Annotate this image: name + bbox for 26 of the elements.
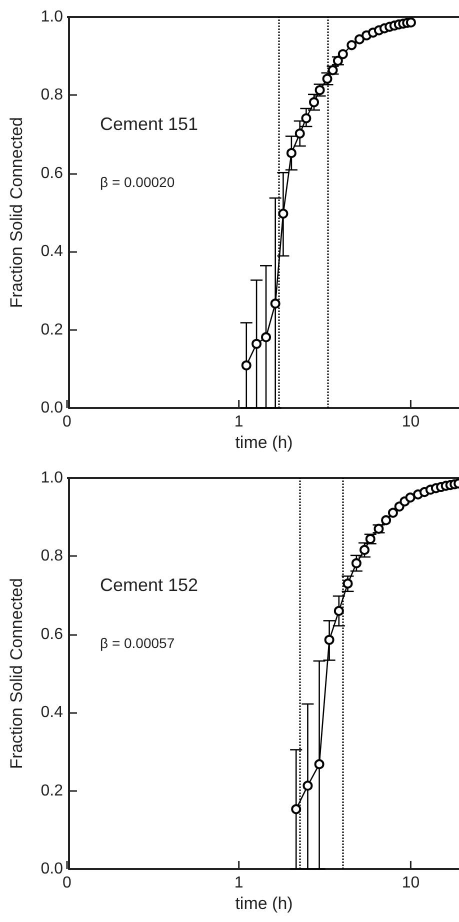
x-tick-label: 10 [402, 874, 420, 892]
y-axis-title: Fraction Solid Connected [7, 578, 26, 769]
x-tick-label: 1 [234, 874, 244, 892]
y-tick-label: 1.0 [40, 470, 64, 486]
y-tick-label: 0.2 [40, 321, 64, 338]
annotation: β = 0.00020 [100, 174, 175, 190]
annotation: Cement 152 [100, 575, 198, 595]
annotation: β = 0.00057 [100, 635, 175, 651]
x-tick-label: 10 [402, 414, 420, 430]
y-axis-title: Fraction Solid Connected [7, 117, 26, 308]
x-tick-label: 0 [62, 414, 72, 430]
y-tick-label: 0.2 [40, 782, 64, 800]
x-axis-title: time (h) [235, 433, 293, 452]
y-tick-label: 0.6 [40, 164, 64, 182]
y-tick-label: 0.4 [40, 243, 64, 260]
y-tick-label: 0.0 [40, 860, 64, 878]
y-tick-label: 0.4 [40, 704, 64, 722]
y-tick-label: 0.0 [40, 400, 64, 416]
y-tick-label: 0.8 [40, 548, 64, 565]
x-axis-title: time (h) [235, 894, 293, 913]
annotation: Cement 151 [100, 114, 198, 134]
y-tick-label: 1.0 [40, 8, 64, 26]
y-tick-label: 0.8 [40, 86, 64, 104]
y-tick-label: 0.6 [40, 626, 64, 643]
x-tick-label: 0 [62, 874, 72, 892]
x-tick-label: 1 [234, 414, 244, 430]
